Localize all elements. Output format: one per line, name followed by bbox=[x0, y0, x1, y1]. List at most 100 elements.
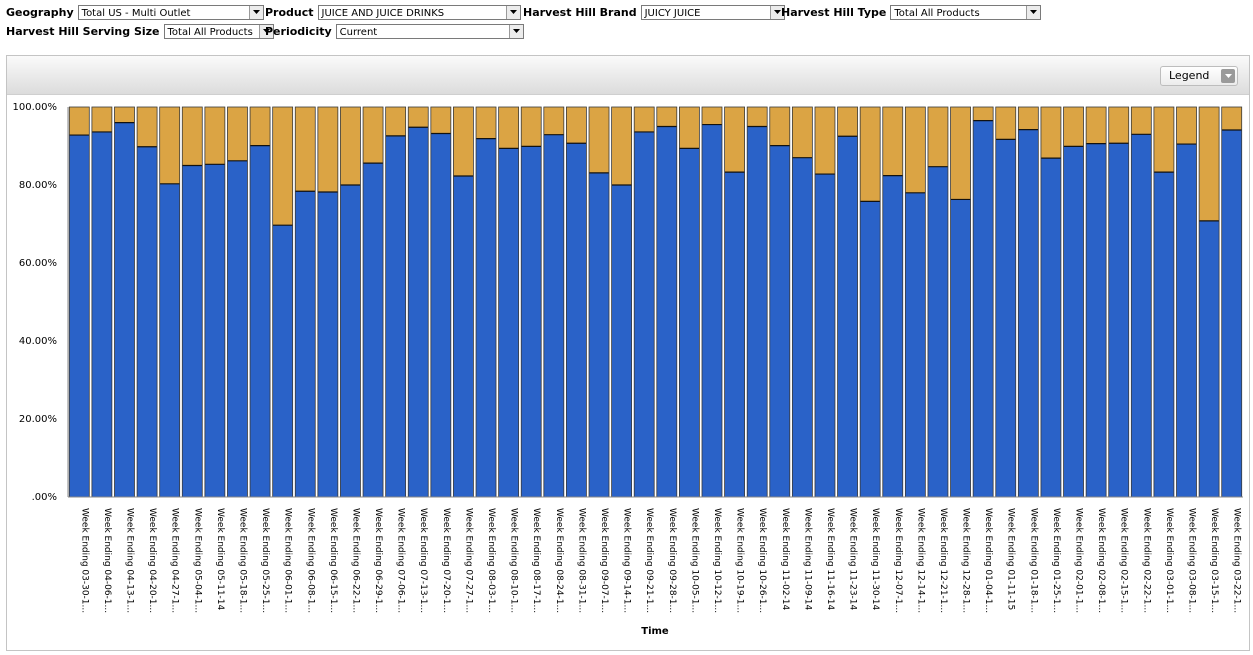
serving-size-select[interactable]: Total All Products bbox=[163, 23, 274, 39]
bar-segment-series-1 bbox=[656, 126, 677, 497]
bar-segment-series-2 bbox=[656, 107, 677, 127]
bar-segment-series-1 bbox=[566, 143, 587, 497]
x-category-label: Week Ending 12-21-1... bbox=[938, 508, 948, 613]
x-category-label: Week Ending 07-20-1... bbox=[441, 508, 451, 613]
chevron-down-icon[interactable] bbox=[1221, 69, 1235, 83]
x-category-label: Week Ending 03-15-1... bbox=[1209, 508, 1219, 613]
brand-select[interactable]: JUICY JUICE bbox=[640, 4, 785, 20]
bar-segment-series-1 bbox=[589, 172, 610, 497]
x-category-label: Week Ending 11-30-14 bbox=[870, 508, 880, 611]
legend-dropdown[interactable]: Legend bbox=[1160, 66, 1238, 86]
x-category-label: Week Ending 09-28-1... bbox=[667, 508, 677, 613]
x-category-label: Week Ending 04-20-1... bbox=[147, 508, 157, 613]
bar-segment-series-2 bbox=[950, 107, 971, 200]
periodicity-select[interactable]: Current bbox=[335, 23, 524, 39]
product-select[interactable]: JUICE AND JUICE DRINKS bbox=[317, 4, 521, 20]
filter-bar: Geography Total US - Multi Outlet Produc… bbox=[0, 0, 1253, 44]
bar-segment-series-1 bbox=[1153, 172, 1174, 497]
serving-size-value: Total All Products bbox=[167, 26, 253, 38]
bar-segment-series-1 bbox=[792, 157, 813, 497]
type-filter: Harvest Hill Type Total All Products bbox=[781, 3, 1042, 21]
bar-segment-series-2 bbox=[137, 107, 158, 147]
y-tick-label: 40.00% bbox=[19, 336, 57, 347]
bar-segment-series-1 bbox=[747, 126, 768, 497]
x-category-label: Week Ending 11-02-14 bbox=[780, 508, 790, 611]
product-filter: Product JUICE AND JUICE DRINKS bbox=[265, 3, 521, 21]
bar-segment-series-2 bbox=[317, 107, 338, 193]
brand-filter: Harvest Hill Brand JUICY JUICE bbox=[523, 3, 785, 21]
stacked-bar-chart: .00% 20.00% 40.00% 60.00% 80.00% 100.00% Week … bbox=[13, 102, 1243, 637]
chevron-down-icon[interactable] bbox=[1026, 5, 1041, 19]
bar-segment-series-1 bbox=[476, 138, 497, 497]
bar-segment-series-2 bbox=[408, 107, 429, 128]
bar-segment-series-1 bbox=[973, 120, 994, 498]
x-category-label: Week Ending 03-08-1... bbox=[1187, 508, 1197, 613]
bar-segment-series-1 bbox=[204, 164, 225, 497]
y-tick-label: 20.00% bbox=[19, 414, 57, 425]
bar-segment-series-2 bbox=[476, 107, 497, 139]
x-category-label: Week Ending 04-13-1... bbox=[124, 508, 134, 613]
chart-panel: Legend .00% 20.00% 40.00% 60.00% 80.00% 100.0… bbox=[6, 55, 1250, 651]
chevron-down-icon[interactable] bbox=[508, 24, 523, 38]
geography-value: Total US - Multi Outlet bbox=[81, 7, 191, 19]
x-category-label: Week Ending 12-07-1... bbox=[893, 508, 903, 613]
bar-segment-series-2 bbox=[724, 107, 745, 173]
bar-segment-series-2 bbox=[295, 107, 316, 192]
x-category-label: Week Ending 01-18-1... bbox=[1028, 508, 1038, 613]
x-category-label: Week Ending 02-22-1... bbox=[1141, 508, 1151, 613]
brand-value: JUICY JUICE bbox=[644, 7, 701, 19]
x-category-label: Week Ending 06-08-1... bbox=[305, 508, 315, 613]
chevron-down-icon[interactable] bbox=[769, 5, 784, 19]
chevron-down-icon[interactable] bbox=[505, 5, 520, 19]
bar-segment-series-1 bbox=[363, 163, 384, 497]
bar-segment-series-2 bbox=[905, 107, 926, 193]
bar-segment-series-2 bbox=[747, 107, 768, 127]
x-category-label: Week Ending 05-18-1... bbox=[237, 508, 247, 613]
bar-segment-series-1 bbox=[408, 127, 429, 497]
bar-segment-series-1 bbox=[498, 148, 519, 497]
x-category-label: Week Ending 10-05-1... bbox=[689, 508, 699, 613]
x-category-label: Week Ending 11-09-14 bbox=[802, 508, 812, 611]
y-tick-label: 60.00% bbox=[19, 258, 57, 269]
geography-select[interactable]: Total US - Multi Outlet bbox=[77, 4, 264, 20]
bar-segment-series-2 bbox=[453, 107, 474, 177]
bar-segment-series-2 bbox=[385, 107, 406, 136]
x-category-label: Week Ending 12-14-1... bbox=[915, 508, 925, 613]
bar-segment-series-2 bbox=[1108, 107, 1129, 144]
bar-segment-series-1 bbox=[137, 146, 158, 497]
x-category-label: Week Ending 08-10-1... bbox=[509, 508, 519, 613]
x-category-label: Week Ending 08-24-1... bbox=[554, 508, 564, 613]
bar-segment-series-1 bbox=[114, 122, 135, 497]
type-select[interactable]: Total All Products bbox=[890, 4, 1042, 20]
product-value: JUICE AND JUICE DRINKS bbox=[321, 7, 445, 19]
bar-segment-series-1 bbox=[521, 146, 542, 497]
periodicity-label: Periodicity bbox=[265, 24, 332, 38]
x-category-label: Week Ending 09-14-1... bbox=[622, 508, 632, 613]
bar-segment-series-2 bbox=[611, 107, 632, 185]
bar-segment-series-1 bbox=[814, 174, 835, 497]
bar-segment-series-2 bbox=[973, 107, 994, 121]
x-category-label: Week Ending 11-16-14 bbox=[825, 508, 835, 611]
bar-segment-series-1 bbox=[1221, 130, 1242, 497]
bar-segment-series-2 bbox=[91, 107, 112, 132]
bar-segment-series-1 bbox=[860, 201, 881, 497]
bar-segment-series-1 bbox=[1040, 158, 1061, 497]
bar-segment-series-2 bbox=[272, 107, 293, 226]
bar-segment-series-1 bbox=[182, 165, 203, 497]
bar-segment-series-2 bbox=[204, 107, 225, 165]
x-category-label: Week Ending 02-08-1... bbox=[1096, 508, 1106, 613]
x-category-label: Week Ending 09-21-1... bbox=[644, 508, 654, 613]
x-category-label: Week Ending 06-22-1... bbox=[350, 508, 360, 613]
chevron-down-icon[interactable] bbox=[248, 5, 263, 19]
bar-segment-series-2 bbox=[679, 107, 700, 149]
bar-segment-series-1 bbox=[724, 172, 745, 497]
bar-segment-series-1 bbox=[1199, 220, 1220, 497]
bar-segment-series-1 bbox=[543, 134, 564, 497]
bar-segment-series-1 bbox=[227, 160, 248, 497]
bar-segment-series-2 bbox=[634, 107, 655, 132]
chevron-down-icon[interactable] bbox=[258, 24, 273, 38]
bar-segment-series-1 bbox=[1063, 146, 1084, 497]
x-category-label: Week Ending 06-15-1... bbox=[328, 508, 338, 613]
bar-segment-series-1 bbox=[91, 131, 112, 497]
x-category-label: Week Ending 12-28-1... bbox=[961, 508, 971, 613]
